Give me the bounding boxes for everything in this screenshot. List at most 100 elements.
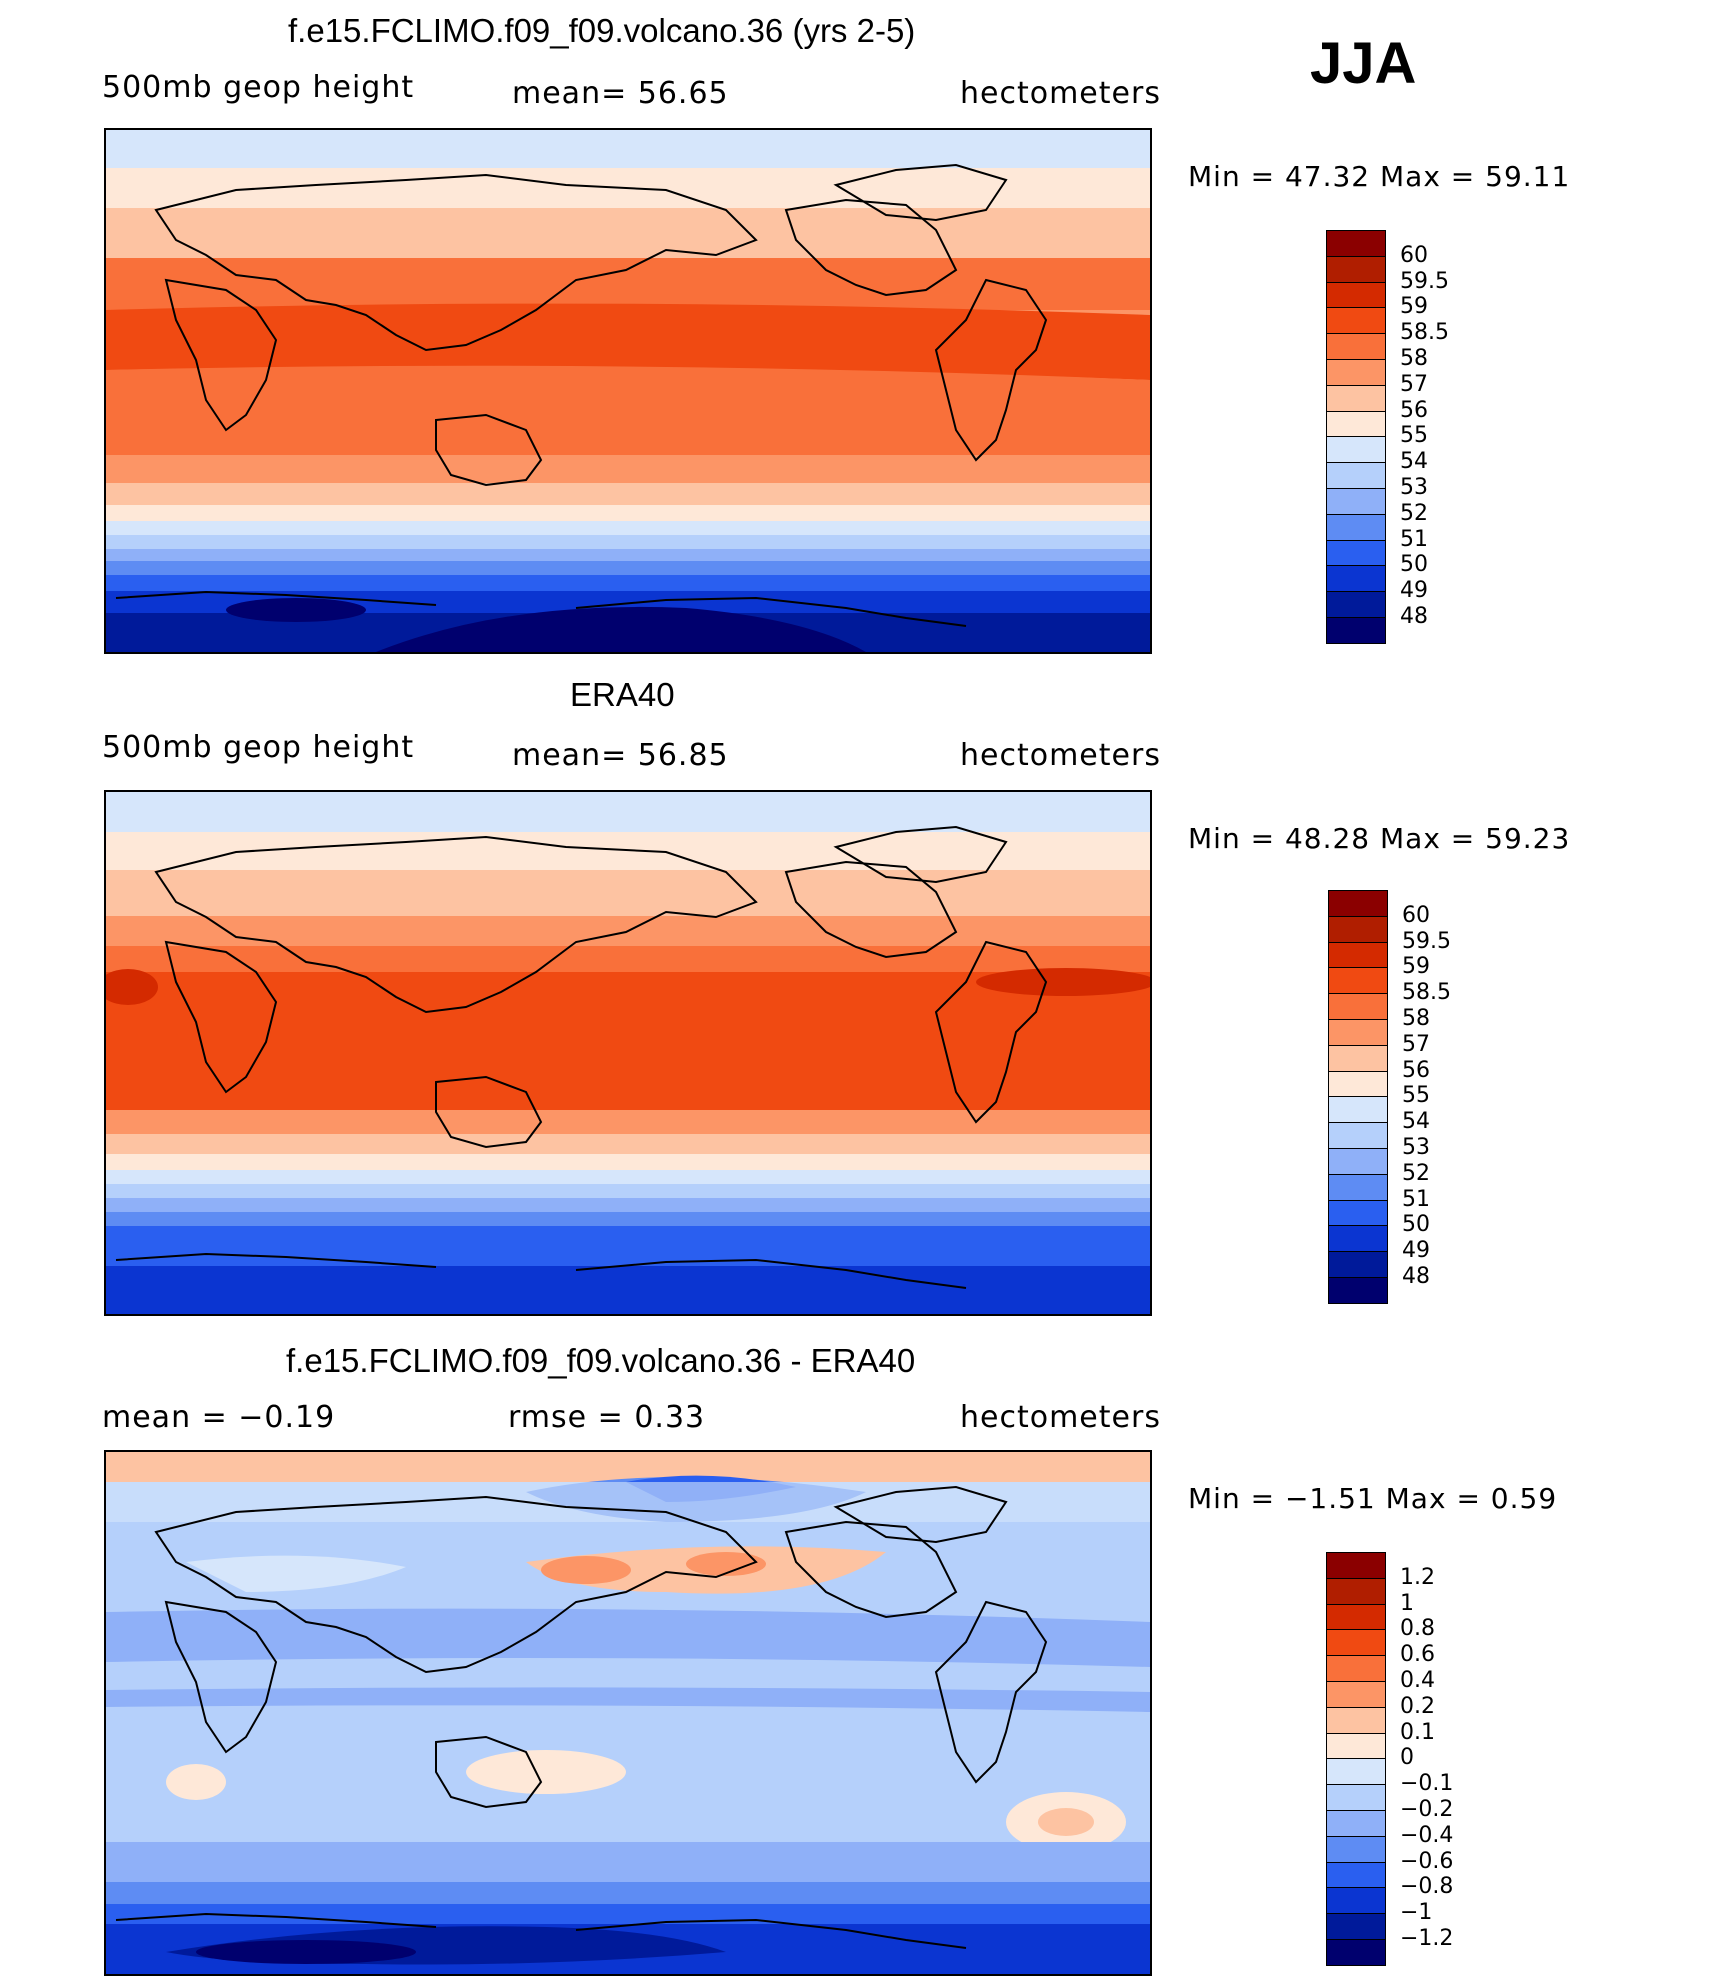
colorbar-tick-label: 0.2 bbox=[1400, 1693, 1435, 1719]
colorbar-swatch bbox=[1328, 967, 1388, 995]
colorbar-swatch bbox=[1328, 1225, 1388, 1253]
panel-diff-map bbox=[104, 1450, 1152, 1976]
season-label: JJA bbox=[1310, 31, 1417, 96]
colorbar-tick-label: 59 bbox=[1402, 954, 1430, 980]
colorbar-swatch bbox=[1326, 488, 1386, 515]
colorbar-swatch bbox=[1326, 230, 1386, 257]
colorbar-swatch bbox=[1326, 591, 1386, 618]
colorbar-swatch bbox=[1326, 1552, 1386, 1579]
colorbar-swatch bbox=[1328, 941, 1388, 969]
colorbar-tick-label: 0.1 bbox=[1400, 1719, 1435, 1745]
colorbar-tick-label: 0 bbox=[1400, 1745, 1414, 1771]
colorbar-tick-label: 50 bbox=[1400, 552, 1428, 578]
colorbar-tick-label: 56 bbox=[1402, 1057, 1430, 1083]
colorbar-swatch bbox=[1328, 1251, 1388, 1278]
colorbar-swatch bbox=[1326, 1603, 1386, 1631]
colorbar-tick-label: 58 bbox=[1400, 346, 1428, 371]
colorbar-swatch bbox=[1326, 1681, 1386, 1708]
panel-diff-mean-label: mean = −0.19 bbox=[102, 1400, 336, 1435]
colorbar-swatch bbox=[1328, 1096, 1388, 1124]
colorbar-tick-label: 49 bbox=[1402, 1238, 1430, 1264]
colorbar-tick-label: −0.4 bbox=[1400, 1822, 1454, 1848]
colorbar-tick-label: 55 bbox=[1400, 423, 1428, 449]
colorbar-tick-label: 49 bbox=[1400, 578, 1428, 604]
colorbar-swatch bbox=[1326, 1706, 1386, 1734]
colorbar-tick-label: 0.6 bbox=[1400, 1642, 1435, 1668]
colorbar-tick-label: 58.5 bbox=[1400, 320, 1449, 346]
panel-obs-mean-label: mean= 56.85 bbox=[512, 738, 729, 773]
colorbar-swatch bbox=[1328, 1019, 1388, 1046]
colorbar-swatch bbox=[1326, 1732, 1386, 1760]
panel-diff-title: f.e15.FCLIMO.f09_f09.volcano.36 - ERA40 bbox=[286, 1342, 916, 1379]
colorbar-swatch bbox=[1328, 1044, 1388, 1072]
panel-model-variable-label: 500mb geop height bbox=[102, 70, 415, 105]
colorbar-swatch bbox=[1326, 1810, 1386, 1837]
colorbar-tick-label: 57 bbox=[1400, 371, 1428, 397]
colorbar-swatch bbox=[1328, 1277, 1388, 1304]
colorbar-tick-label: 51 bbox=[1400, 526, 1428, 552]
colorbar-tick-label: 52 bbox=[1402, 1160, 1430, 1186]
colorbar-tick-label: 1.2 bbox=[1400, 1564, 1435, 1590]
panel-model-title: f.e15.FCLIMO.f09_f09.volcano.36 (yrs 2-5… bbox=[288, 12, 916, 49]
colorbar-swatch bbox=[1326, 255, 1386, 283]
colorbar-tick-label: 48 bbox=[1400, 604, 1428, 629]
panel-model-map bbox=[104, 128, 1152, 654]
colorbar-swatch bbox=[1326, 1784, 1386, 1811]
colorbar-swatch bbox=[1326, 1629, 1386, 1657]
colorbar-tick-label: 48 bbox=[1402, 1264, 1430, 1289]
colorbar-swatch bbox=[1326, 1861, 1386, 1889]
colorbar-swatch bbox=[1328, 1199, 1388, 1227]
colorbar-tick-label: 58 bbox=[1402, 1006, 1430, 1031]
colorbar-swatch bbox=[1326, 384, 1386, 412]
colorbar-swatch bbox=[1326, 1887, 1386, 1915]
colorbar-tick-label: 54 bbox=[1402, 1109, 1430, 1135]
panel-diff-minmax: Min = −1.51 Max = 0.59 bbox=[1188, 1482, 1558, 1515]
panel-model-units-label: hectometers bbox=[960, 76, 1161, 111]
colorbar-tick-label: 60 bbox=[1402, 902, 1430, 928]
colorbar-swatch bbox=[1328, 993, 1388, 1020]
colorbar-swatch bbox=[1326, 462, 1386, 489]
colorbar-swatch bbox=[1326, 1835, 1386, 1863]
panel-diff-rmse-label: rmse = 0.33 bbox=[508, 1400, 706, 1435]
colorbar-swatch bbox=[1328, 1070, 1388, 1098]
colorbar-tick-label: −0.8 bbox=[1400, 1874, 1454, 1900]
colorbar-tick-label: 53 bbox=[1402, 1135, 1430, 1160]
colorbar-swatch bbox=[1326, 565, 1386, 593]
colorbar-swatch bbox=[1326, 539, 1386, 567]
panel-model-minmax: Min = 47.32 Max = 59.11 bbox=[1188, 160, 1571, 193]
colorbar-tick-label: 52 bbox=[1400, 500, 1428, 526]
colorbar-tick-label: 50 bbox=[1402, 1212, 1430, 1238]
colorbar-tick-label: −1.2 bbox=[1400, 1926, 1454, 1951]
colorbar-swatch bbox=[1326, 410, 1386, 438]
colorbar-tick-label: 57 bbox=[1402, 1031, 1430, 1057]
colorbar-tick-label: −0.1 bbox=[1400, 1771, 1454, 1797]
colorbar-swatch bbox=[1326, 359, 1386, 386]
colorbar-swatch bbox=[1326, 1913, 1386, 1940]
colorbar-tick-label: 0.4 bbox=[1400, 1668, 1435, 1693]
colorbar-tick-label: 0.8 bbox=[1400, 1616, 1435, 1642]
colorbar-tick-label: 59.5 bbox=[1402, 928, 1451, 954]
colorbar-tick-label: 54 bbox=[1400, 449, 1428, 475]
colorbar-swatch bbox=[1328, 915, 1388, 943]
colorbar-tick-label: −1 bbox=[1400, 1900, 1433, 1926]
colorbar-tick-label: 1 bbox=[1400, 1590, 1414, 1616]
panel-model-mean-label: mean= 56.65 bbox=[512, 76, 729, 111]
colorbar-swatch bbox=[1328, 1122, 1388, 1149]
panel-diff-units-label: hectometers bbox=[960, 1400, 1161, 1435]
colorbar-swatch bbox=[1326, 617, 1386, 644]
colorbar-swatch bbox=[1326, 1939, 1386, 1966]
colorbar-swatch bbox=[1326, 513, 1386, 541]
colorbar-swatch bbox=[1326, 1758, 1386, 1786]
panel-obs-units-label: hectometers bbox=[960, 738, 1161, 773]
colorbar-swatch bbox=[1326, 307, 1386, 335]
colorbar-swatch bbox=[1326, 1655, 1386, 1682]
colorbar-tick-label: 55 bbox=[1402, 1083, 1430, 1109]
colorbar-tick-label: 56 bbox=[1400, 397, 1428, 423]
colorbar-tick-label: 58.5 bbox=[1402, 980, 1451, 1006]
panel-obs-map bbox=[104, 790, 1152, 1316]
colorbar-swatch bbox=[1326, 333, 1386, 360]
panel-obs-minmax: Min = 48.28 Max = 59.23 bbox=[1188, 822, 1571, 855]
colorbar-swatch bbox=[1328, 1173, 1388, 1201]
colorbar-tick-label: 60 bbox=[1400, 242, 1428, 268]
colorbar-tick-label: 59 bbox=[1400, 294, 1428, 320]
